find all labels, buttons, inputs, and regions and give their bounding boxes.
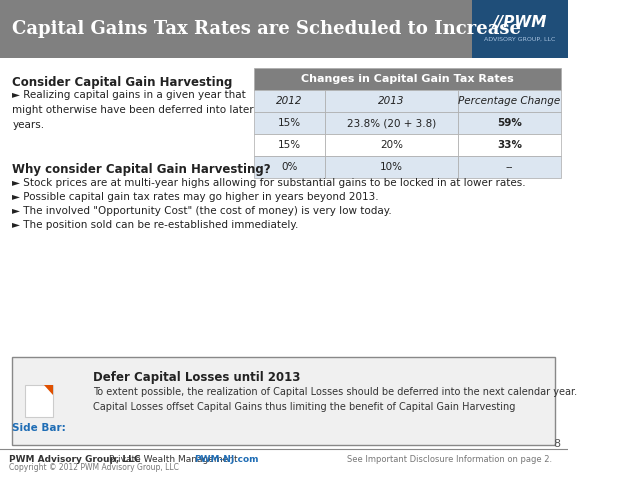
Text: 10%: 10% [380, 162, 403, 172]
Text: 23.8% (20 + 3.8): 23.8% (20 + 3.8) [347, 118, 436, 128]
FancyBboxPatch shape [0, 0, 471, 58]
Text: Copyright © 2012 PWM Advisory Group, LLC: Copyright © 2012 PWM Advisory Group, LLC [9, 463, 179, 471]
Text: ► Realizing capital gains in a given year that
might otherwise have been deferre: ► Realizing capital gains in a given yea… [13, 90, 254, 130]
FancyBboxPatch shape [325, 90, 458, 112]
Text: 33%: 33% [497, 140, 522, 150]
FancyBboxPatch shape [458, 90, 561, 112]
Polygon shape [45, 385, 54, 395]
Text: Defer Capital Losses until 2013: Defer Capital Losses until 2013 [93, 371, 300, 384]
Text: ► Possible capital gain tax rates may go higher in years beyond 2013.: ► Possible capital gain tax rates may go… [13, 192, 379, 202]
FancyBboxPatch shape [458, 134, 561, 156]
Text: Consider Capital Gain Harvesting: Consider Capital Gain Harvesting [13, 76, 233, 89]
FancyBboxPatch shape [325, 112, 458, 134]
Text: 8: 8 [554, 439, 561, 449]
FancyBboxPatch shape [254, 156, 325, 178]
Text: Capital Losses offset Capital Gains thus limiting the benefit of Capital Gain Ha: Capital Losses offset Capital Gains thus… [93, 402, 515, 412]
Text: ► The position sold can be re-established immediately.: ► The position sold can be re-establishe… [13, 220, 299, 230]
FancyBboxPatch shape [254, 90, 325, 112]
Text: ► The involved "Opportunity Cost" (the cost of money) is very low today.: ► The involved "Opportunity Cost" (the c… [13, 206, 392, 216]
Text: 15%: 15% [278, 118, 300, 128]
Text: To extent possible, the realization of Capital Losses should be deferred into th: To extent possible, the realization of C… [93, 387, 577, 397]
FancyBboxPatch shape [325, 134, 458, 156]
Text: 0%: 0% [281, 162, 297, 172]
FancyBboxPatch shape [25, 385, 54, 417]
Text: ► Stock prices are at multi-year highs allowing for substantial gains to be lock: ► Stock prices are at multi-year highs a… [13, 178, 526, 188]
FancyBboxPatch shape [458, 156, 561, 178]
Text: 2012: 2012 [276, 96, 302, 106]
Text: 59%: 59% [497, 118, 522, 128]
Text: 2013: 2013 [378, 96, 404, 106]
FancyBboxPatch shape [254, 112, 325, 134]
FancyBboxPatch shape [13, 357, 555, 445]
Text: --: -- [506, 162, 513, 172]
Text: Changes in Capital Gain Tax Rates: Changes in Capital Gain Tax Rates [300, 74, 514, 84]
Text: PWM-NJ.com: PWM-NJ.com [194, 455, 258, 464]
FancyBboxPatch shape [254, 134, 325, 156]
Text: 15%: 15% [278, 140, 300, 150]
Text: Why consider Capital Gain Harvesting?: Why consider Capital Gain Harvesting? [13, 163, 271, 176]
Text: Percentage Change: Percentage Change [458, 96, 561, 106]
Text: See Important Disclosure Information on page 2.: See Important Disclosure Information on … [346, 455, 552, 464]
Text: PWM Advisory Group, LLC: PWM Advisory Group, LLC [9, 455, 140, 464]
Text: 20%: 20% [380, 140, 403, 150]
FancyBboxPatch shape [325, 156, 458, 178]
FancyBboxPatch shape [458, 112, 561, 134]
Text: Side Bar:: Side Bar: [12, 423, 66, 433]
Text: //PWM: //PWM [493, 14, 547, 30]
FancyBboxPatch shape [254, 68, 561, 90]
Text: Capital Gains Tax Rates are Scheduled to Increase: Capital Gains Tax Rates are Scheduled to… [13, 20, 521, 38]
Text: ADVISORY GROUP, LLC: ADVISORY GROUP, LLC [484, 37, 555, 42]
Text: Private Wealth Management: Private Wealth Management [108, 455, 237, 464]
FancyBboxPatch shape [471, 0, 568, 58]
